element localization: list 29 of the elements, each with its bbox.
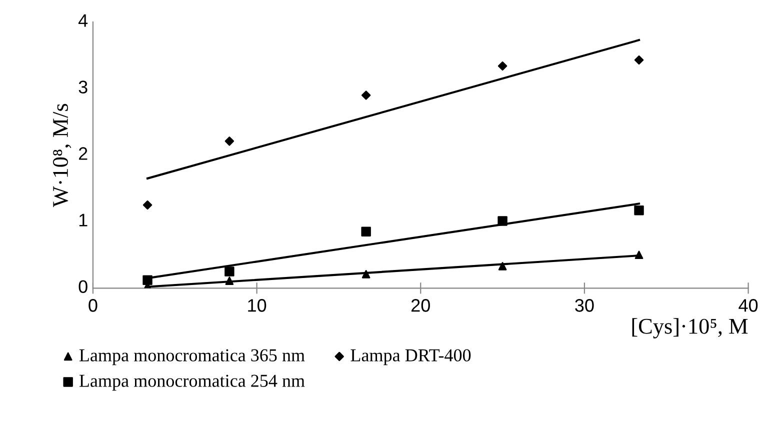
y-tick-label: 4 bbox=[78, 14, 88, 27]
point bbox=[634, 55, 644, 65]
point bbox=[361, 226, 371, 236]
x-tick-label: 40 bbox=[738, 299, 758, 312]
y-tick-label: 1 bbox=[79, 214, 88, 226]
point bbox=[142, 200, 152, 210]
point bbox=[498, 61, 508, 71]
x-axis-title: [Cys]·10⁵, M bbox=[632, 318, 748, 338]
point bbox=[224, 136, 234, 146]
point bbox=[224, 266, 234, 276]
point bbox=[142, 275, 152, 286]
x-tick-label: 30 bbox=[575, 299, 594, 312]
point bbox=[225, 276, 234, 285]
point bbox=[362, 270, 370, 278]
y-tick-label: 3 bbox=[78, 80, 88, 94]
point bbox=[498, 262, 507, 270]
legend-label: Lampa monocromatica 254 nm bbox=[79, 374, 305, 391]
legend-label: Lampa monocromatica 365 nm bbox=[79, 349, 305, 366]
y-tick-label: 0 bbox=[78, 280, 88, 293]
point bbox=[498, 216, 508, 226]
y-tick-label: 2 bbox=[78, 147, 88, 160]
x-tick-label: 20 bbox=[411, 299, 430, 312]
point bbox=[634, 205, 644, 216]
y-axis-title: W·10⁸, M/s bbox=[52, 104, 72, 208]
legend-label: Lampa DRT-400 bbox=[350, 349, 471, 366]
point bbox=[634, 250, 644, 260]
x-tick-label: 10 bbox=[248, 299, 266, 312]
point bbox=[361, 90, 371, 100]
x-tick-label: 0 bbox=[88, 299, 98, 312]
